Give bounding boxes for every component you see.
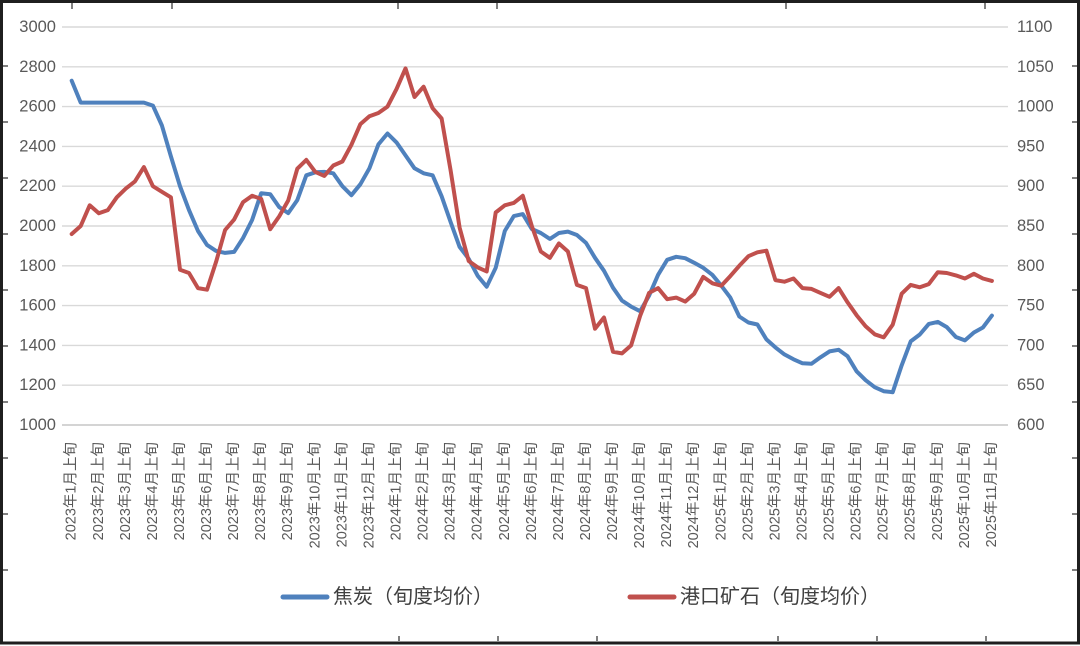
y-axis-right-tick-label: 800	[1017, 257, 1045, 275]
y-axis-right-tick-label: 600	[1017, 416, 1045, 434]
x-axis-month-label: 2023年11月上旬	[333, 442, 350, 547]
legend-label: 港口矿石（旬度均价）	[680, 585, 880, 608]
y-axis-right: 1100 1050 1000 950 900 850 800 750 700 650 600	[1017, 18, 1054, 434]
x-axis-month-label: 2025年3月上旬	[766, 442, 783, 540]
x-axis-month-label: 2025年10月上旬	[956, 442, 973, 548]
x-axis-month-label: 2023年6月上旬	[198, 442, 215, 540]
x-axis-month-label: 2025年5月上旬	[821, 442, 838, 540]
x-axis-month-label: 2023年3月上旬	[117, 442, 134, 540]
x-axis-month-label: 2025年2月上旬	[739, 442, 756, 540]
x-axis-month-label: 2025年7月上旬	[875, 442, 892, 540]
y-axis-right-tick-label: 900	[1017, 177, 1045, 195]
x-axis-month-label: 2025年1月上旬	[712, 442, 729, 540]
y-axis-left-tick-label: 1000	[19, 416, 56, 434]
x-axis-month-label: 2024年9月上旬	[604, 442, 621, 540]
border-cell-ticks	[3, 3, 1077, 641]
y-axis-left-tick-label: 2600	[19, 98, 56, 116]
y-axis-right-tick-label: 750	[1017, 297, 1045, 315]
y-axis-left-tick-label: 3000	[19, 18, 56, 36]
x-axis-month-label: 2024年3月上旬	[442, 442, 459, 540]
y-axis-left-tick-label: 2800	[19, 58, 56, 76]
legend-label: 焦炭（旬度均价）	[333, 585, 493, 608]
x-axis-month-label: 2025年6月上旬	[848, 442, 865, 540]
x-axis-month-label: 2025年8月上旬	[902, 442, 919, 540]
y-axis-left-tick-label: 2400	[19, 137, 56, 155]
x-axis-month-label: 2023年10月上旬	[306, 442, 323, 548]
y-axis-right-tick-label: 650	[1017, 376, 1045, 394]
x-axis-month-label: 2023年12月上旬	[360, 442, 377, 548]
x-axis-month-label: 2023年1月上旬	[63, 442, 80, 540]
x-axis-month-label: 2024年1月上旬	[387, 442, 404, 540]
x-axis-month-label: 2023年5月上旬	[171, 442, 188, 540]
x-axis-month-label: 2023年9月上旬	[279, 442, 296, 540]
x-axis-labels: 2023年1月上旬 2023年2月上旬 2023年3月上旬 2023年4月上旬 2023…	[63, 442, 1000, 548]
x-axis-month-label: 2023年2月上旬	[90, 442, 107, 540]
y-axis-left-tick-label: 1400	[19, 336, 56, 354]
y-axis-left-tick-label: 1600	[19, 297, 56, 315]
y-axis-right-tick-label: 850	[1017, 217, 1045, 235]
x-axis-month-label: 2024年8月上旬	[577, 442, 594, 540]
y-axis-right-tick-label: 1000	[1017, 98, 1054, 116]
x-axis-month-label: 2024年12月上旬	[685, 442, 702, 548]
x-axis-month-label: 2024年6月上旬	[523, 442, 540, 540]
x-axis-month-label: 2023年8月上旬	[252, 442, 269, 540]
series-port-ore-line	[69, 66, 994, 356]
legend-item: 港口矿石（旬度均价）	[627, 585, 880, 608]
y-axis-left-tick-label: 2000	[19, 217, 56, 235]
y-axis-left: 3000 2800 2600 2400 2200 2000 1800 1600 1400 1200…	[19, 18, 56, 434]
x-axis-month-label: 2025年9月上旬	[929, 442, 946, 540]
x-axis-month-label: 2024年10月上旬	[631, 442, 648, 548]
legend-item: 焦炭（旬度均价）	[280, 585, 493, 608]
x-axis-month-label: 2024年4月上旬	[469, 442, 486, 540]
x-axis-month-label: 2023年4月上旬	[144, 442, 161, 540]
y-axis-left-tick-label: 2200	[19, 177, 56, 195]
y-axis-left-tick-label: 1800	[19, 257, 56, 275]
x-axis-month-label: 2024年5月上旬	[496, 442, 513, 540]
y-axis-right-tick-label: 950	[1017, 137, 1045, 155]
x-axis-month-label: 2024年7月上旬	[550, 442, 567, 540]
x-axis-month-label: 2024年2月上旬	[415, 442, 432, 540]
gridlines	[62, 26, 1008, 426]
legend: 焦炭（旬度均价） 港口矿石（旬度均价）	[280, 585, 880, 608]
y-axis-left-tick-label: 1200	[19, 376, 56, 394]
x-axis-month-label: 2023年7月上旬	[225, 442, 242, 540]
x-axis-month-label: 2024年11月上旬	[658, 442, 675, 547]
x-axis-month-label: 2025年11月上旬	[983, 442, 1000, 547]
y-axis-right-tick-label: 700	[1017, 336, 1045, 354]
y-axis-right-tick-label: 1100	[1017, 18, 1052, 36]
x-axis-month-label: 2025年4月上旬	[793, 442, 810, 540]
y-axis-right-tick-label: 1050	[1017, 58, 1054, 76]
